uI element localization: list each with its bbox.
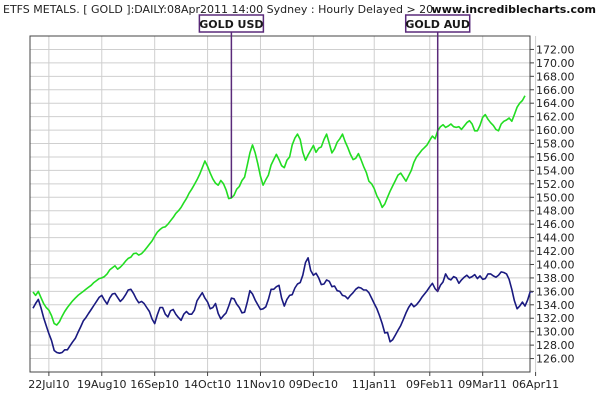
y-tick-label: 158.00	[536, 138, 575, 151]
x-tick-label: 11Nov10	[236, 378, 285, 391]
y-tick-label: 168.00	[536, 70, 575, 83]
y-tick-label: 160.00	[536, 124, 575, 137]
y-tick-label: 146.00	[536, 218, 575, 231]
y-axis: 126.00128.00130.00132.00134.00136.00138.…	[530, 43, 575, 366]
x-tick-label: 09Feb11	[406, 378, 453, 391]
y-tick-label: 154.00	[536, 164, 575, 177]
y-tick-label: 142.00	[536, 245, 575, 258]
x-tick-label: 09Dec10	[289, 378, 338, 391]
y-tick-label: 128.00	[536, 339, 575, 352]
x-tick-label: 14Oct10	[184, 378, 231, 391]
annotations: GOLD USD GOLD AUD	[198, 14, 471, 292]
y-tick-label: 170.00	[536, 57, 575, 70]
y-tick-label: 126.00	[536, 353, 575, 366]
chart-title: ETFS METALS. [ GOLD ]:DAILY:08Apr2011 14…	[3, 3, 440, 16]
x-axis: 22Jul10 19Aug10 16Sep10 14Oct10 11Nov10 09Dec…	[28, 372, 559, 391]
annotation-box	[198, 14, 265, 33]
annotation-box	[404, 14, 471, 33]
y-tick-label: 134.00	[536, 299, 575, 312]
series-lines	[32, 95, 534, 354]
y-tick-label: 144.00	[536, 232, 575, 245]
y-tick-label: 148.00	[536, 205, 575, 218]
y-tick-label: 172.00	[536, 43, 575, 56]
y-tick-label: 132.00	[536, 312, 575, 325]
y-tick-label: 136.00	[536, 285, 575, 298]
series-line-gold-usd	[32, 95, 526, 326]
x-tick-label: 16Sep10	[130, 378, 179, 391]
x-tick-label: 06Apr11	[512, 378, 559, 391]
annotation-label: GOLD USD	[199, 18, 263, 31]
y-tick-label: 164.00	[536, 97, 575, 110]
y-tick-label: 152.00	[536, 178, 575, 191]
y-tick-label: 166.00	[536, 84, 575, 97]
x-tick-label: 19Aug10	[77, 378, 126, 391]
series-line-gold-aud	[32, 257, 534, 354]
y-tick-label: 150.00	[536, 191, 575, 204]
source-url[interactable]: www.incrediblecharts.com	[432, 3, 596, 16]
annotation-label: GOLD AUD	[405, 18, 470, 31]
x-tick-label: 22Jul10	[28, 378, 69, 391]
x-tick-label: 11Jan11	[352, 378, 397, 391]
y-tick-label: 140.00	[536, 258, 575, 271]
gridlines	[30, 36, 537, 372]
y-tick-label: 130.00	[536, 326, 575, 339]
y-tick-label: 138.00	[536, 272, 575, 285]
y-tick-label: 162.00	[536, 111, 575, 124]
x-tick-label: 09Mar11	[458, 378, 507, 391]
y-tick-label: 156.00	[536, 151, 575, 164]
plot-frame	[29, 35, 531, 373]
